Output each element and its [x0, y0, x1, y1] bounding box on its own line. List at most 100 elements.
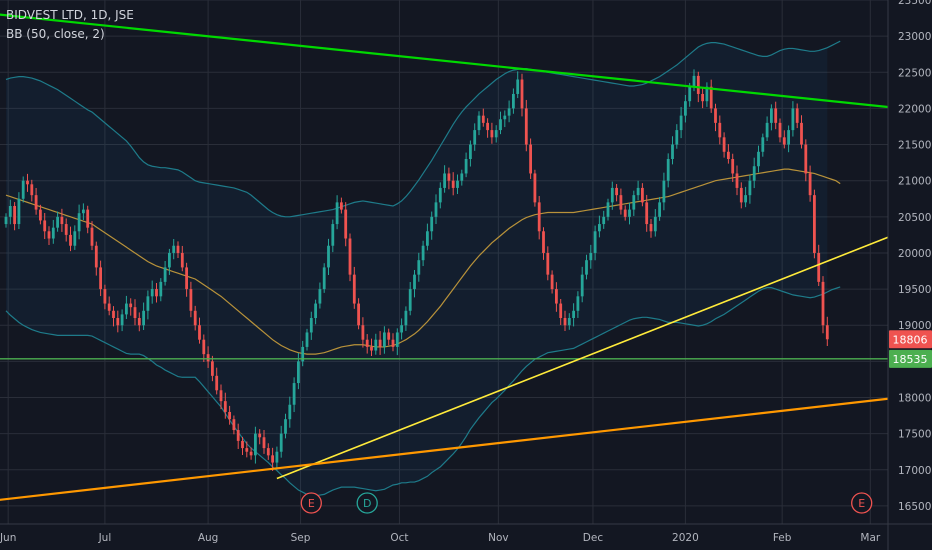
candle-body	[709, 86, 713, 109]
candle-body	[340, 202, 343, 210]
candle-body	[301, 346, 305, 362]
candle-body	[598, 224, 601, 232]
candle-body	[378, 339, 382, 347]
candle-body	[447, 173, 451, 181]
candle-body	[537, 202, 541, 232]
candle-body	[735, 173, 739, 188]
bb-fill	[6, 42, 828, 496]
candle-body	[189, 289, 193, 311]
candle-body	[120, 314, 124, 326]
candle-body	[352, 274, 356, 304]
candle-body	[666, 159, 670, 181]
candle-body	[408, 289, 412, 311]
candle-body	[430, 216, 434, 232]
candle-body	[249, 451, 253, 456]
candle-body	[163, 267, 167, 282]
indicator-label[interactable]: BB (50, close, 2)	[6, 27, 105, 41]
candle-body	[30, 184, 34, 196]
candle-body	[56, 216, 59, 228]
candle-body	[82, 209, 85, 214]
x-tick-label: Oct	[390, 532, 408, 544]
candle-body	[434, 202, 438, 217]
candle-body	[391, 339, 395, 347]
candle-body	[228, 411, 231, 420]
y-tick-label: 20000	[898, 248, 931, 260]
candle-body	[589, 252, 593, 261]
candle-body	[421, 245, 425, 261]
candle-body	[555, 289, 558, 304]
candle-body	[395, 332, 399, 347]
candle-body	[17, 198, 21, 225]
candle-body	[516, 79, 520, 94]
candle-body	[219, 390, 223, 402]
candle-body	[168, 252, 171, 268]
candle-body	[550, 274, 554, 290]
candle-body	[701, 93, 704, 102]
candle-body	[271, 455, 274, 463]
candle-body	[524, 108, 528, 145]
candle-body	[26, 180, 29, 185]
candle-body	[365, 339, 369, 347]
candle-body	[348, 238, 352, 275]
candle-body	[761, 137, 765, 152]
candle-body	[658, 202, 661, 217]
candle-body	[529, 144, 532, 174]
candle-body	[623, 209, 627, 217]
candle-body	[266, 448, 270, 456]
green-resistance-trendline	[0, 13, 888, 109]
chart-title[interactable]: BIDVEST LTD, 1D, JSE	[6, 8, 134, 22]
candle-body	[262, 437, 266, 449]
candle-body	[808, 173, 812, 196]
x-tick-label: Feb	[773, 532, 792, 544]
price-axis[interactable]: 1650017000175001800018500190001950020000…	[887, 0, 931, 550]
candle-body	[653, 216, 657, 232]
candle-body	[198, 325, 201, 340]
candle-body	[129, 303, 133, 308]
x-tick-label: Mar	[860, 532, 880, 544]
candle-body	[610, 187, 614, 203]
candle-body	[481, 115, 485, 123]
y-tick-label: 22000	[898, 103, 931, 115]
y-tick-label: 21500	[898, 140, 931, 152]
candle-body	[438, 187, 442, 203]
candle-body	[774, 108, 778, 123]
candle-body	[765, 122, 769, 138]
event-marker	[356, 492, 378, 514]
y-tick-label: 23500	[898, 0, 931, 7]
candle-body	[494, 130, 498, 138]
candle-body	[817, 252, 821, 282]
x-tick-label: Jun	[0, 532, 16, 544]
x-tick-label: Jul	[98, 532, 112, 544]
candle-body	[507, 108, 511, 116]
candle-body	[757, 151, 760, 167]
candle-body	[520, 79, 524, 109]
candle-body	[335, 202, 339, 225]
candle-body	[748, 180, 752, 196]
y-tick-label: 19500	[898, 284, 931, 296]
candle-body	[387, 332, 391, 340]
candle-body	[64, 224, 68, 235]
candle-body	[821, 281, 825, 326]
candle-body	[206, 354, 210, 362]
candle-body	[778, 122, 782, 138]
y-tick-label: 20500	[898, 212, 931, 224]
candle-body	[795, 108, 799, 123]
candle-body	[107, 303, 111, 311]
grid	[0, 0, 888, 524]
candle-body	[804, 144, 808, 174]
candle-body	[473, 130, 477, 145]
candle-body	[133, 307, 137, 319]
candle-body	[426, 231, 429, 246]
candle-body	[503, 115, 507, 120]
drawings	[0, 13, 888, 501]
y-tick-label: 21000	[898, 176, 931, 188]
candle-body	[357, 303, 360, 326]
time-axis[interactable]: Jun Jul Aug Sep Oct Nov Dec 2020 Feb Mar	[0, 523, 932, 544]
candle-body	[645, 202, 649, 225]
candle-body	[279, 433, 283, 452]
candle-body	[258, 433, 262, 438]
candle-body	[469, 144, 472, 160]
candle-body	[787, 130, 790, 145]
candle-body	[60, 216, 64, 225]
